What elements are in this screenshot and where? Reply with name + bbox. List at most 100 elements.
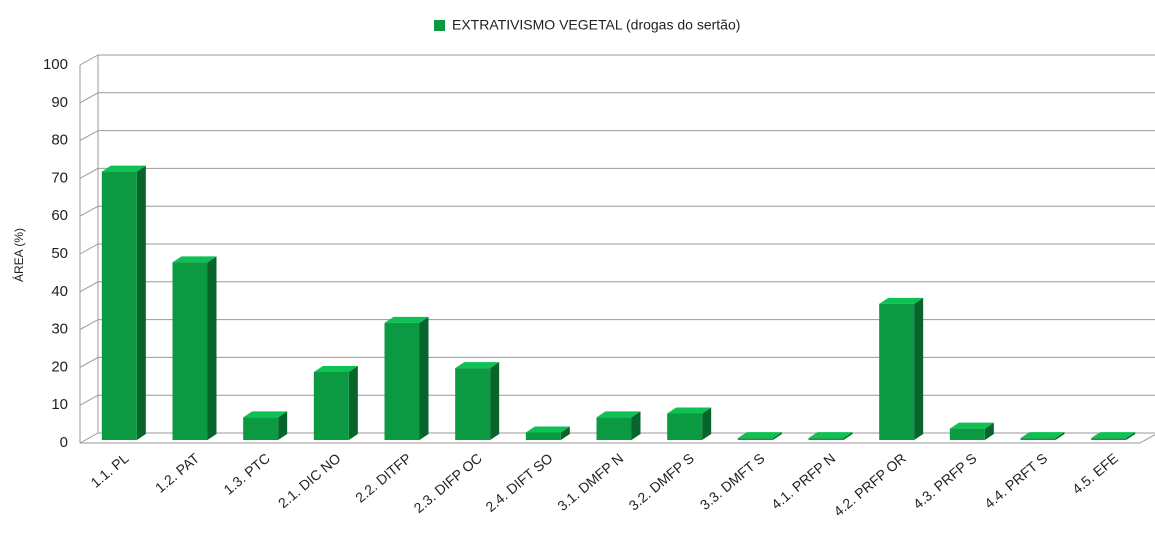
bar-top: [313, 365, 358, 372]
bar-top: [1091, 432, 1136, 439]
bar-front: [101, 171, 137, 440]
bar-side: [772, 432, 782, 440]
bar-top: [243, 411, 288, 418]
bar-side: [490, 362, 500, 440]
bar-front: [596, 417, 632, 440]
bar-side: [419, 316, 429, 440]
x-tick-label: 1.3. PTC: [220, 450, 273, 498]
x-tick-label: 3.2. DMFP S: [625, 450, 696, 514]
y-tick-label: 70: [51, 169, 68, 186]
bar-side: [560, 426, 570, 440]
bar-top: [667, 407, 712, 414]
bar-front: [737, 438, 773, 440]
bar-side: [702, 407, 712, 440]
bar-side: [914, 297, 924, 440]
y-tick-label: 40: [51, 283, 68, 300]
bar: [596, 411, 641, 440]
bar-front: [243, 417, 279, 440]
bar-front: [172, 262, 208, 440]
grid-line: [79, 356, 1155, 368]
grid-line: [79, 394, 1155, 406]
y-tick-label: 90: [51, 94, 68, 111]
grid-line: [79, 205, 1155, 217]
bar-top: [737, 432, 782, 439]
bar: [384, 316, 429, 440]
x-tick-label: 2.2. DITFP: [352, 450, 414, 506]
bar: [879, 297, 924, 440]
grid-line: [79, 243, 1155, 255]
bar-top: [384, 316, 429, 323]
bar-front: [1020, 438, 1056, 440]
bar-side: [348, 365, 358, 440]
y-tick-label: 0: [60, 434, 68, 451]
bar-front: [667, 413, 703, 440]
y-tick-label: 60: [51, 207, 68, 224]
bar: [455, 362, 500, 440]
x-tick-label: 3.1. DMFP N: [554, 450, 626, 514]
bar-front: [455, 368, 491, 440]
y-tick-label: 10: [51, 396, 68, 413]
bar: [243, 411, 288, 440]
x-tick-label: 3.3. DMFT S: [697, 450, 768, 513]
bar-side: [843, 432, 853, 440]
bar-top: [879, 297, 924, 304]
bar: [525, 426, 570, 440]
x-tick-label: 1.1. PL: [87, 450, 131, 491]
bar-front: [525, 432, 561, 440]
bar: [1091, 432, 1136, 440]
bar: [667, 407, 712, 440]
grid-line: [79, 167, 1155, 179]
bar-front: [384, 322, 420, 440]
legend-label: EXTRATIVISMO VEGETAL (drogas do sertão): [452, 17, 740, 33]
bar: [737, 432, 782, 440]
bar-top: [596, 411, 641, 418]
y-tick-label: 50: [51, 245, 68, 262]
bar-top: [101, 165, 146, 172]
grid-line: [79, 54, 1155, 66]
bar-side: [278, 411, 288, 440]
bar: [808, 432, 853, 440]
bar-side: [207, 256, 217, 440]
bar-side: [984, 422, 994, 440]
x-tick-label: 2.1. DIC NO: [275, 450, 344, 511]
grid-line: [79, 92, 1155, 104]
bar-front: [949, 428, 985, 440]
bar: [949, 422, 994, 440]
bar: [172, 256, 217, 440]
bar-top: [949, 422, 994, 429]
bar-top: [172, 256, 217, 263]
bar-side: [631, 411, 641, 440]
grid-line: [79, 319, 1155, 331]
x-tick-label: 4.1. PRFP N: [768, 450, 838, 513]
bar: [101, 165, 146, 440]
bar-side: [136, 165, 146, 440]
x-tick-label: 4.5. EFE: [1069, 450, 1121, 497]
grid-line: [79, 281, 1155, 293]
bar-top: [808, 432, 853, 439]
x-tick-label: 4.2. PRFP OR: [830, 450, 909, 520]
bar-front: [808, 438, 844, 440]
x-tick-label: 2.3. DIFP OC: [411, 450, 485, 516]
x-tick-label: 2.4. DIFT SO: [482, 450, 555, 515]
x-tick-label: 4.4. PRFT S: [981, 450, 1050, 512]
bar-front: [313, 371, 349, 440]
x-tick-label: 1.2. PAT: [152, 450, 203, 496]
y-tick-label: 80: [51, 132, 68, 149]
bar-top: [525, 426, 570, 433]
y-tick-label: 30: [51, 321, 68, 338]
bar-side: [1055, 432, 1065, 440]
grid-line: [79, 130, 1155, 142]
legend-swatch: [434, 20, 445, 31]
y-tick-label: 20: [51, 358, 68, 375]
bar-front: [879, 303, 915, 440]
x-tick-label: 4.3. PRFP S: [910, 450, 980, 512]
floor-right: [1139, 434, 1155, 444]
y-axis-label: ÁREA (%): [11, 228, 26, 282]
bar-front: [1091, 438, 1127, 440]
bar-top: [1020, 432, 1065, 439]
bar-top: [455, 362, 500, 369]
bar-side: [1126, 432, 1136, 440]
bar: [1020, 432, 1065, 440]
bar: [313, 365, 358, 440]
